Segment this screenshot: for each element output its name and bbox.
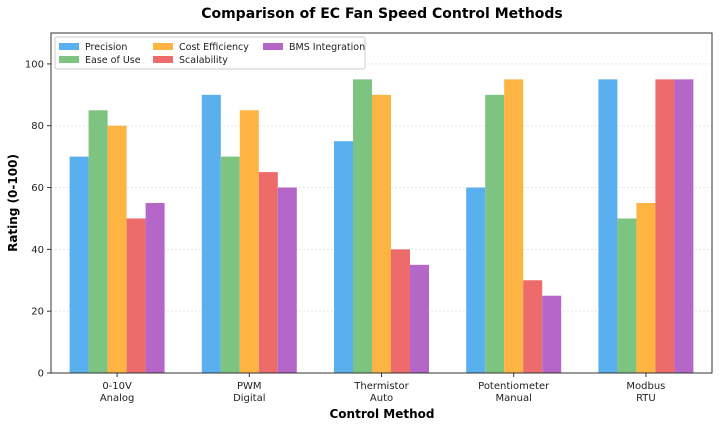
y-tick-label: 20 [31, 307, 44, 318]
bar [391, 249, 410, 373]
bar [69, 156, 89, 373]
legend-box [54, 36, 366, 70]
plot-frame [50, 32, 713, 374]
bar [523, 280, 543, 373]
bar [372, 94, 391, 374]
bar [145, 203, 165, 373]
bar [258, 172, 278, 373]
legend-label: Scalability [179, 55, 228, 66]
legend-swatch [153, 56, 173, 63]
bar [334, 141, 353, 373]
bar [485, 94, 505, 374]
x-tick-label: Potentiometer [478, 381, 550, 392]
y-tick-label: 80 [31, 121, 44, 132]
bar [466, 187, 486, 373]
legend-label: Cost Efficiency [179, 42, 249, 53]
legend-label: Precision [85, 42, 127, 53]
bar [88, 110, 108, 373]
chart-title: Comparison of EC Fan Speed Control Metho… [201, 6, 563, 22]
x-tick-label: Modbus [626, 381, 665, 392]
legend-swatch [153, 43, 173, 50]
bar [277, 187, 297, 373]
bar [201, 94, 221, 374]
x-tick-label: PWM [237, 381, 262, 392]
bar [504, 79, 524, 373]
bar [126, 218, 146, 373]
y-axis-label: Rating (0-100) [6, 154, 20, 252]
y-tick-label: 0 [38, 369, 44, 380]
bars [69, 79, 694, 374]
x-tick-label: Manual [496, 393, 532, 404]
x-tick-label: 0-10V [102, 381, 132, 392]
x-tick-label: RTU [636, 393, 656, 404]
bar [220, 156, 240, 373]
bar [410, 264, 429, 373]
bar [353, 79, 372, 373]
legend-swatch [59, 56, 79, 63]
legend: Precision Ease of Use Cost Efficiency Scala… [54, 36, 366, 70]
x-tick-label: Analog [100, 393, 135, 404]
bar [598, 79, 618, 373]
x-tick-label: Auto [370, 393, 393, 404]
bar [542, 295, 562, 373]
bar [674, 79, 694, 373]
x-tick-label: Thermistor [353, 381, 409, 392]
bar [617, 218, 637, 373]
bar [107, 125, 127, 374]
legend-swatch [263, 43, 283, 50]
bar [655, 79, 675, 373]
bar [239, 110, 259, 373]
y-tick-label: 100 [25, 59, 44, 70]
legend-label: BMS Integration [289, 42, 365, 53]
legend-label: Ease of Use [85, 55, 141, 66]
x-tick-label: Digital [233, 393, 265, 404]
y-tick-label: 40 [31, 245, 44, 256]
bar [636, 203, 656, 373]
x-axis-label: Control Method [330, 407, 435, 421]
legend-swatch [59, 43, 79, 50]
y-tick-label: 60 [31, 183, 44, 194]
